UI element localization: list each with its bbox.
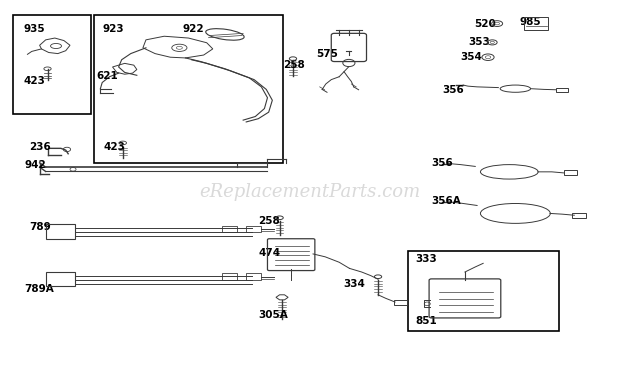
- Text: 985: 985: [520, 17, 541, 27]
- Text: 258: 258: [283, 60, 304, 70]
- Text: 942: 942: [24, 160, 46, 170]
- Bar: [46, 272, 75, 286]
- Bar: [564, 170, 577, 175]
- Text: 356: 356: [432, 158, 453, 168]
- Text: 851: 851: [415, 316, 437, 326]
- Bar: [222, 273, 237, 280]
- Text: 333: 333: [415, 254, 437, 263]
- Text: 236: 236: [29, 142, 51, 152]
- Bar: [46, 224, 75, 239]
- Text: 423: 423: [23, 76, 45, 86]
- Text: 789A: 789A: [24, 284, 54, 294]
- Text: 353: 353: [468, 37, 490, 46]
- Text: 423: 423: [104, 142, 125, 152]
- Text: 334: 334: [343, 279, 365, 289]
- Bar: [556, 87, 568, 92]
- Text: 258: 258: [259, 215, 280, 226]
- Text: 923: 923: [102, 24, 124, 34]
- Text: 935: 935: [23, 24, 45, 34]
- Text: 922: 922: [182, 24, 204, 34]
- Text: 305A: 305A: [259, 310, 288, 320]
- Bar: [394, 300, 407, 304]
- Bar: [572, 213, 586, 218]
- Text: eReplacementParts.com: eReplacementParts.com: [200, 183, 420, 201]
- Bar: [14, 14, 91, 114]
- Text: 621: 621: [96, 71, 118, 81]
- Text: 356A: 356A: [432, 196, 461, 206]
- Text: 789: 789: [29, 222, 51, 232]
- Bar: [246, 273, 262, 280]
- Text: 575: 575: [316, 49, 338, 59]
- Text: 474: 474: [259, 248, 280, 258]
- Bar: [222, 226, 237, 232]
- Text: 520: 520: [474, 18, 496, 28]
- Bar: [246, 226, 262, 232]
- Text: 354: 354: [461, 52, 482, 62]
- Bar: [409, 251, 559, 331]
- Bar: [94, 14, 283, 163]
- Text: 356: 356: [443, 85, 464, 95]
